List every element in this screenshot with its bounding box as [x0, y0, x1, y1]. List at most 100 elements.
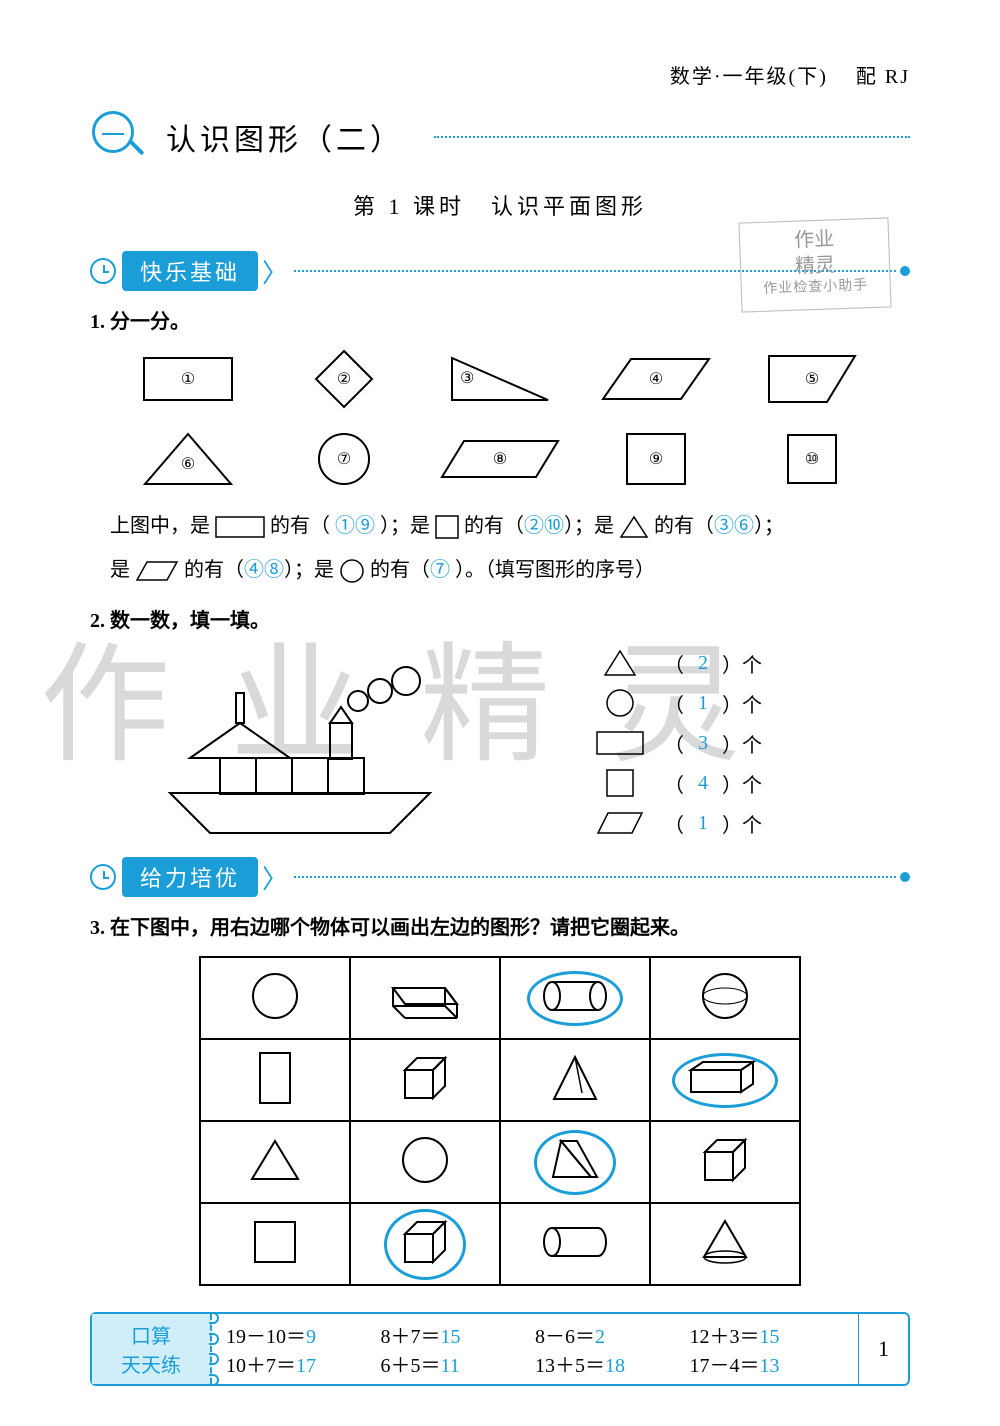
q2-ans-2: 3: [698, 732, 708, 755]
q1-ans-square: ②⑩: [524, 515, 564, 537]
count-row-square: （4）个: [590, 763, 890, 803]
shape-num-1: ①: [181, 369, 195, 389]
page-header: 数学·一年级(下) 配 RJ: [90, 60, 910, 89]
shape-num-6: ⑥: [181, 454, 195, 474]
q2-ans-0: 2: [698, 652, 708, 675]
q2-ans-1: 1: [698, 692, 708, 715]
cell-r1c2: [500, 1039, 650, 1121]
footer-label2: 天天练: [121, 1349, 181, 1378]
count-row-rect: （3）个: [590, 723, 890, 763]
shape-num-2: ②: [337, 369, 351, 389]
shape-num-5: ⑤: [805, 369, 819, 389]
edition-text: 配 RJ: [856, 66, 910, 88]
chapter-row: 一 认识图形（二）: [90, 109, 910, 165]
q1-shapes-row2: ⑥ ⑦ ⑧ ⑨ ⑩: [110, 424, 890, 494]
shape-3-triangle: ③: [430, 344, 570, 414]
bracket-icon: 〉: [262, 253, 288, 290]
clock-icon-2: [90, 864, 116, 890]
count-row-para: （1）个: [590, 803, 890, 843]
cell-r0c2: [500, 957, 650, 1039]
prob-5: 6＋5＝11: [381, 1349, 536, 1378]
prob-4: 10＋7＝17: [226, 1349, 381, 1378]
subject-text: 数学·一年级(下): [670, 66, 828, 88]
page: 数学·一年级(下) 配 RJ 一 认识图形（二） 第 1 课时 认识平面图形 作…: [0, 0, 1000, 1426]
prob-3: 12＋3＝15: [690, 1320, 845, 1349]
q1-t1: 的有（: [270, 515, 330, 537]
shape-num-10: ⑩: [805, 449, 819, 469]
boat-figure: [130, 643, 470, 843]
q1-answer-text: 上图中，是 的有（ ①⑨ ）；是 的有（②⑩）；是 的有（③⑥）； 是 的有（④…: [110, 504, 910, 592]
cell-r1c0: [200, 1039, 350, 1121]
cell-r2c1: [350, 1121, 500, 1203]
clock-icon: [90, 258, 116, 284]
q1-ans-para: ④⑧: [244, 559, 284, 581]
cell-r0c1: [350, 957, 500, 1039]
cell-r2c2: [500, 1121, 650, 1203]
q1-shapes-row1: ① ② ③ ④ ⑤: [110, 344, 890, 414]
chapter-title: 认识图形（二）: [166, 115, 404, 159]
prob-7: 17－4＝13: [690, 1349, 845, 1378]
shape-num-7: ⑦: [337, 449, 351, 469]
shape-num-8: ⑧: [493, 449, 507, 469]
q2-wrap: （2）个 （1）个 （3）个 （4）个 （1）个: [130, 643, 890, 843]
stamp-line3: 作业检查小助手: [752, 277, 881, 300]
cell-r3c1: [350, 1203, 500, 1285]
stamp-badge: 作业 精灵 作业检查小助手: [738, 217, 891, 312]
q2-u0: ）个: [722, 649, 762, 678]
q2-count-table: （2）个 （1）个 （3）个 （4）个 （1）个: [590, 643, 890, 843]
count-row-circle: （1）个: [590, 683, 890, 723]
shape-num-3: ③: [460, 368, 474, 388]
q2-u3: ）个: [722, 769, 762, 798]
section-advanced-label: 给力培优: [122, 857, 258, 897]
shape-10-square: ⑩: [742, 424, 882, 494]
shape-8-para: ⑧: [430, 424, 570, 494]
cell-r1c1: [350, 1039, 500, 1121]
count-row-triangle: （2）个: [590, 643, 890, 683]
cell-r2c3: [650, 1121, 800, 1203]
shape-4-para: ④: [586, 344, 726, 414]
shape-1-rect: ①: [118, 344, 258, 414]
cell-r1c3: [650, 1039, 800, 1121]
bracket-icon-2: 〉: [262, 859, 288, 896]
q1-l2pre: 是: [110, 559, 130, 581]
chapter-number: 一: [92, 111, 134, 153]
q3-title: 3. 在下图中，用右边哪个物体可以画出左边的图形？请把它圈起来。: [90, 911, 910, 940]
cell-r0c3: [650, 957, 800, 1039]
q1-t2: ）；是: [380, 515, 430, 537]
prob-2: 8－6＝2: [535, 1320, 690, 1349]
shape-num-9: ⑨: [649, 449, 663, 469]
q2-u1: ）个: [722, 689, 762, 718]
section-basic-label: 快乐基础: [122, 251, 258, 291]
magnifier-icon: 一: [90, 109, 146, 165]
cell-r3c0: [200, 1203, 350, 1285]
page-number: 1: [858, 1314, 908, 1384]
cell-r3c2: [500, 1203, 650, 1285]
shape-6-triangle: ⑥: [118, 424, 258, 494]
q1-ans-circle: ⑦: [430, 559, 450, 581]
q3-table: [199, 956, 801, 1286]
section-advanced-head: 给力培优 〉: [90, 857, 910, 897]
q2-u2: ）个: [722, 729, 762, 758]
prob-1: 8＋7＝15: [381, 1320, 536, 1349]
q1-ans-rect: ①⑨: [335, 515, 375, 537]
q2-u4: ）个: [722, 809, 762, 838]
cell-r0c0: [200, 957, 350, 1039]
q2-ans-3: 4: [698, 772, 708, 795]
q1-ans-triangle: ③⑥: [714, 515, 754, 537]
cell-r3c3: [650, 1203, 800, 1285]
footer-label1: 口算: [131, 1320, 171, 1349]
footer: 口算 天天练 19－10＝9 8＋7＝15 8－6＝2 12＋3＝15 10＋7…: [90, 1312, 910, 1386]
q2-ans-4: 1: [698, 812, 708, 835]
binding-icon: [209, 1308, 217, 1390]
q2-title: 2. 数一数，填一填。: [90, 604, 910, 633]
shape-5-trap: ⑤: [742, 344, 882, 414]
prob-0: 19－10＝9: [226, 1320, 381, 1349]
cell-r2c0: [200, 1121, 350, 1203]
lesson-subtitle: 第 1 课时 认识平面图形: [90, 189, 910, 221]
chapter-underline: [434, 136, 910, 138]
prob-6: 13＋5＝18: [535, 1349, 690, 1378]
footer-label: 口算 天天练: [92, 1314, 212, 1384]
q1-pre: 上图中，是: [110, 515, 210, 537]
footer-problems: 19－10＝9 8＋7＝15 8－6＝2 12＋3＝15 10＋7＝17 6＋5…: [212, 1314, 858, 1384]
shape-9-rect: ⑨: [586, 424, 726, 494]
